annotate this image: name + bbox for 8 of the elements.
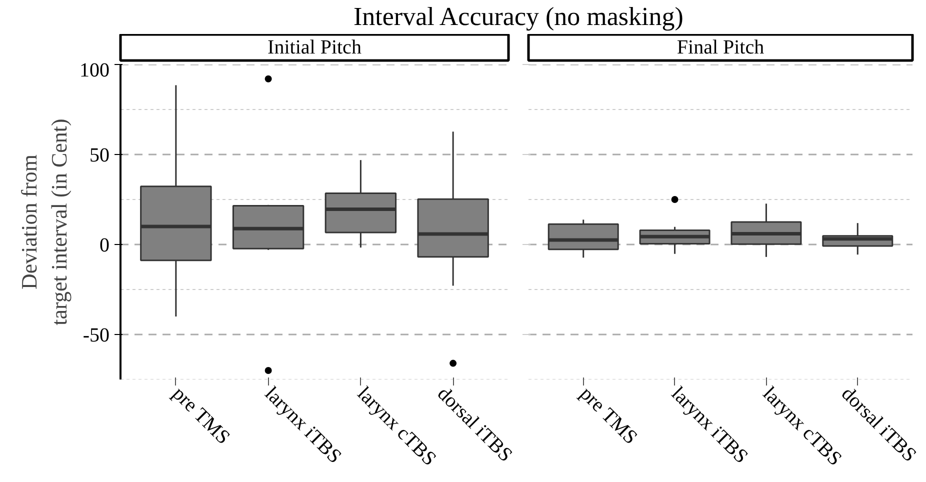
chart-subtitle: Initial Pitch bbox=[268, 36, 362, 58]
y-tick-label: 0 bbox=[100, 234, 110, 256]
y-axis-title: Deviation from target interval (in Cent) bbox=[16, 118, 72, 326]
chart-subtitle: Final Pitch bbox=[676, 36, 764, 58]
y-tick-label: 100 bbox=[80, 60, 110, 82]
y-tick-label: -50 bbox=[82, 324, 110, 346]
chart-title: Interval Accuracy (no masking) bbox=[353, 2, 684, 32]
y-tick-label: 50 bbox=[90, 144, 110, 166]
